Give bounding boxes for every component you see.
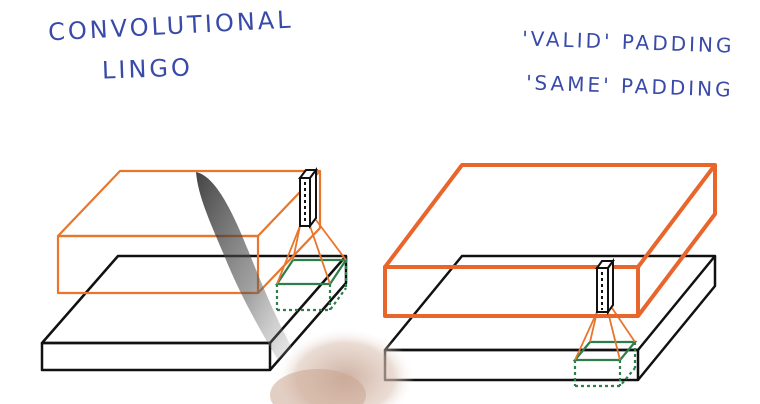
valid-input-slab — [40, 254, 348, 372]
presenter-hand — [196, 172, 415, 404]
valid-padding-group — [40, 167, 349, 372]
valid-output-column — [298, 167, 318, 229]
marker-blur — [196, 172, 292, 360]
same-output-column — [595, 257, 615, 316]
same-padding-group — [383, 163, 717, 388]
same-output-slab — [383, 163, 717, 318]
